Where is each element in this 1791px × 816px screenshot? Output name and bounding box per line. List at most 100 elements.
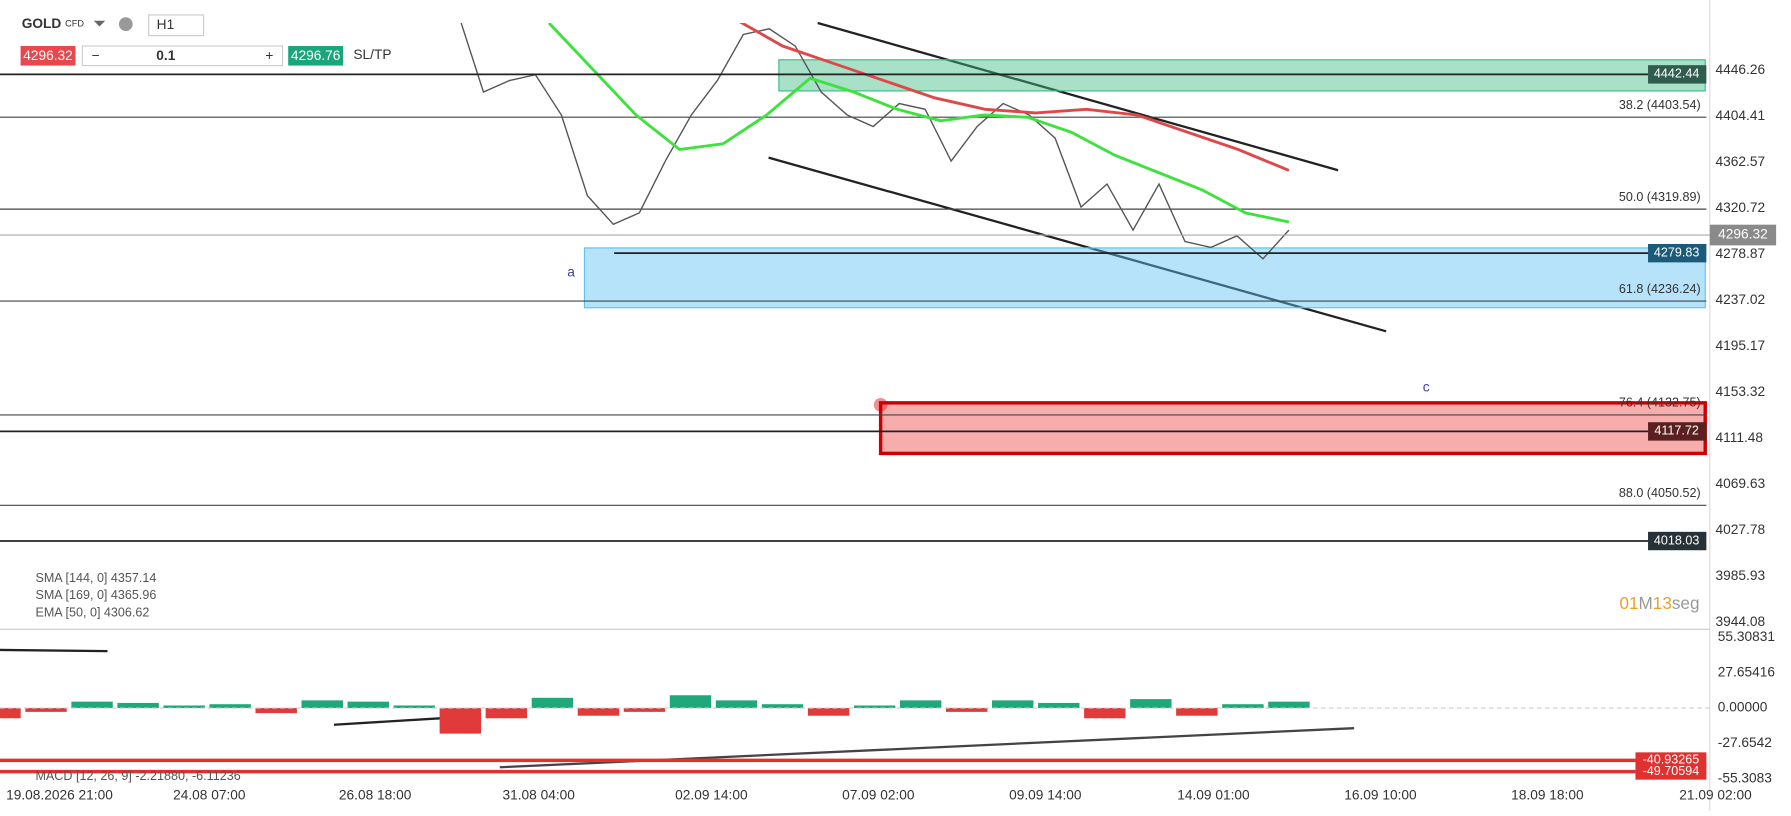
- timer: 01M13seg: [1619, 592, 1699, 612]
- macd-bar: [853, 705, 896, 709]
- macd-bar: [117, 702, 159, 709]
- zone: [778, 59, 1706, 92]
- macd-bar: [992, 700, 1034, 709]
- macd-bar: [209, 704, 251, 709]
- sell-button[interactable]: [20, 46, 76, 66]
- timeframe-select[interactable]: [148, 14, 205, 37]
- indicator-label: SMA [169, 0] 4365.96: [35, 588, 156, 602]
- price-tick-label: 4195.17: [1716, 338, 1766, 353]
- price-tag-label: 4442.44: [1654, 67, 1699, 81]
- price-tag: [1648, 65, 1707, 84]
- macd-tag-label: -49.70594: [1643, 764, 1700, 778]
- price-tick-label: 4027.78: [1716, 522, 1766, 537]
- price-tick-label: 4320.72: [1716, 200, 1766, 215]
- macd-tag: [1635, 763, 1707, 780]
- timer-minutes: 01: [1619, 592, 1638, 612]
- bid: 4296.32: [23, 48, 73, 63]
- macd-bar: [761, 704, 804, 709]
- time-tick-label: 31.08 04:00: [502, 788, 575, 803]
- price-line: [460, 23, 1290, 260]
- macd-bar: [0, 708, 21, 719]
- macd-tick-label: 55.30831: [1718, 629, 1775, 644]
- macd-bar: [301, 700, 343, 709]
- macd-bar: [623, 708, 666, 712]
- timer-seconds: 13: [1653, 592, 1672, 612]
- macd-tick-label: -55.3083: [1718, 770, 1772, 785]
- macd-bar: [715, 700, 758, 709]
- macd-bar: [577, 708, 620, 716]
- indicator-label: SMA [144, 0] 4357.14: [35, 571, 156, 585]
- current-price-tag: [1709, 224, 1777, 246]
- macd-bar: [393, 705, 436, 709]
- fib-label: 61.8 (4236.24): [1619, 282, 1701, 296]
- minus: −: [91, 48, 99, 63]
- time-tick-label: 07.09 02:00: [842, 788, 915, 803]
- time-tick-label: 24.08 07:00: [173, 788, 246, 803]
- fib-label: 76.4 (4132.75): [1619, 396, 1701, 410]
- price-tick-label: 4237.02: [1716, 292, 1766, 307]
- macd-tick-label: -27.6542: [1718, 735, 1772, 750]
- price-tick-label: 4111.48: [1716, 430, 1764, 445]
- macd-bar: [485, 708, 528, 719]
- zone: [583, 247, 1706, 309]
- time-tick-label: 09.09 14:00: [1009, 788, 1082, 803]
- macd-tick-label: 27.65416: [1718, 664, 1776, 679]
- macd-tick-label: 0.00000: [1718, 700, 1768, 715]
- time-tick-label: 18.09 18:00: [1511, 788, 1584, 803]
- macd-bar: [255, 708, 297, 714]
- price-tick-label: 3985.93: [1716, 568, 1766, 583]
- price-line: [547, 23, 1290, 224]
- macd-bar: [1130, 699, 1172, 709]
- price-tag: [1648, 531, 1707, 551]
- current-price-label: 4296.32: [1718, 227, 1768, 242]
- ask: 4296.76: [291, 48, 341, 63]
- fib-label: 38.2 (4403.54): [1619, 98, 1701, 112]
- macd-tag-label: -40.93265: [1643, 753, 1700, 767]
- buy-button[interactable]: [288, 46, 344, 66]
- price-tick-label: 4446.26: [1716, 62, 1766, 77]
- price-tag-label: 4117.72: [1654, 424, 1699, 438]
- macd-bar: [899, 700, 942, 709]
- macd-bar: [71, 701, 113, 709]
- macd-bar: [669, 695, 712, 709]
- price-tag-label: 4018.03: [1654, 533, 1699, 547]
- price-tick-label: 4362.57: [1716, 154, 1766, 169]
- macd-bar: [1038, 702, 1080, 709]
- time-tick-label: 26.08 18:00: [339, 788, 412, 803]
- fib-label: 88.0 (4050.52): [1619, 486, 1701, 500]
- plus: +: [265, 48, 273, 63]
- macd-bar: [807, 708, 850, 716]
- quantity: 0.1: [156, 48, 175, 63]
- market: CFD: [65, 19, 84, 29]
- macd-bar: [163, 705, 205, 709]
- sltp[interactable]: SL/TP: [353, 47, 391, 62]
- time-tick-label: 16.09 10:00: [1344, 788, 1417, 803]
- macd-bar: [1084, 708, 1126, 719]
- annotation: c: [1423, 379, 1430, 394]
- macd-bar: [531, 697, 574, 709]
- macd-bar: [347, 701, 389, 709]
- macd-bar: [439, 708, 482, 734]
- price-tick-label: 4153.32: [1716, 384, 1766, 399]
- price-tag-label: 4279.83: [1654, 245, 1699, 259]
- annotation: a: [567, 264, 575, 279]
- quantity-input[interactable]: [81, 45, 284, 67]
- price-line: [739, 23, 1290, 172]
- timer-m: M: [1639, 592, 1653, 612]
- time-tick-label: 19.08.2026 21:00: [6, 788, 113, 803]
- macd-bar: [945, 708, 988, 712]
- price-tick-label: 4404.41: [1716, 108, 1766, 123]
- macd-bar: [1268, 701, 1310, 709]
- price-tick-label: 4278.87: [1716, 246, 1766, 261]
- timer-seg: seg: [1672, 592, 1700, 612]
- macd-label: MACD [12, 26, 9] -2.21880, -6.11236: [35, 769, 240, 783]
- indicator-label: EMA [50, 0] 4306.62: [35, 605, 149, 619]
- time-tick-label: 21.09 02:00: [1679, 788, 1752, 803]
- zone: [878, 401, 1707, 456]
- time-tick-label: 02.09 14:00: [675, 788, 748, 803]
- time-tick-label: 14.09 01:00: [1177, 788, 1250, 803]
- price-tag: [1648, 243, 1707, 263]
- symbol[interactable]: GOLD: [22, 16, 62, 31]
